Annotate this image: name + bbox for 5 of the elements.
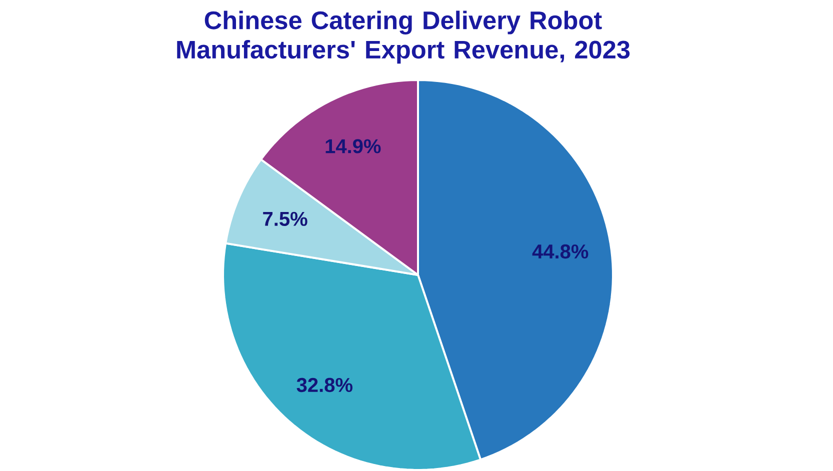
chart-title: Chinese Catering Delivery Robot Manufacturers' Export Revenue, 2023 bbox=[177, 10, 630, 64]
data-label: 7.5% bbox=[263, 212, 308, 226]
data-label: 14.9% bbox=[326, 139, 381, 154]
data-label: 44.8% bbox=[532, 244, 588, 259]
data-label: 32.8% bbox=[296, 378, 352, 392]
